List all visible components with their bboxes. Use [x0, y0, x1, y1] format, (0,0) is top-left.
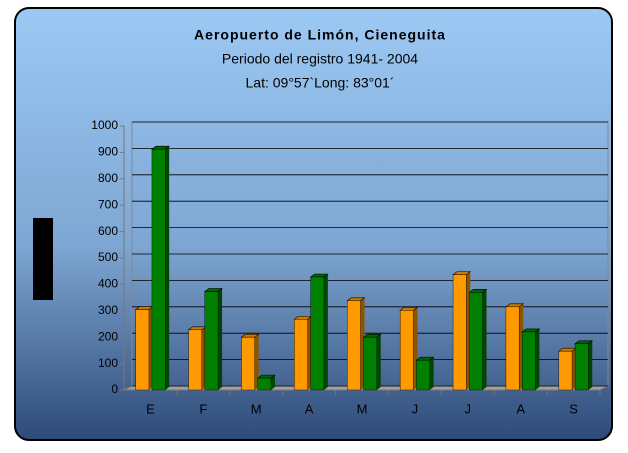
bar [204, 291, 219, 391]
y-tick-label: 600 [98, 224, 118, 238]
y-tick-label: 200 [98, 329, 118, 343]
x-tick-label: M [251, 401, 262, 416]
bar-side [254, 334, 259, 390]
x-tick-label: E [146, 401, 155, 416]
bar-side [218, 288, 223, 390]
bar-side [535, 328, 540, 390]
bar [452, 274, 467, 391]
bar [521, 331, 536, 391]
bar [416, 359, 430, 391]
y-tick-label: 800 [98, 171, 118, 185]
y-tick-label: 700 [98, 197, 118, 211]
bar-side [588, 340, 593, 390]
x-tick-label: A [516, 401, 525, 416]
bar-side [376, 334, 381, 390]
bar [363, 337, 377, 391]
x-tick-label: F [199, 401, 207, 416]
chart-subtitle: Lat: 09°57`Long: 83°01´ [246, 75, 395, 91]
bar [469, 292, 483, 391]
y-tick-label: 1000 [91, 118, 118, 132]
chart-title: Aeropuerto de Limón, Cieneguita [194, 27, 446, 43]
bar-side [323, 274, 328, 390]
bar [188, 329, 203, 391]
bar [151, 149, 166, 391]
y-tick-label: 0 [111, 382, 118, 396]
axis-label-block [33, 218, 53, 300]
bar-side [429, 357, 434, 390]
bar [241, 337, 255, 391]
bar [310, 276, 325, 391]
chart-subtitle: Periodo del registro 1941- 2004 [222, 51, 418, 67]
y-tick-label: 900 [98, 145, 118, 159]
bar-side [165, 146, 170, 390]
bar [574, 343, 589, 391]
x-tick-label: A [305, 401, 314, 416]
x-tick-label: J [412, 401, 419, 416]
bar [505, 306, 520, 391]
y-tick-label: 400 [98, 277, 118, 291]
bar [558, 350, 573, 391]
x-tick-label: S [569, 401, 578, 416]
y-tick-label: 100 [98, 356, 118, 370]
y-tick-label: 500 [98, 250, 118, 264]
bar-side [482, 289, 487, 390]
y-tick-label: 300 [98, 303, 118, 317]
x-tick-label: J [465, 401, 472, 416]
bar [257, 377, 272, 391]
bar [135, 309, 150, 391]
bar-side [270, 375, 275, 390]
x-tick-label: M [357, 401, 368, 416]
bar [294, 319, 308, 391]
bar [347, 300, 361, 391]
bar [399, 310, 414, 391]
